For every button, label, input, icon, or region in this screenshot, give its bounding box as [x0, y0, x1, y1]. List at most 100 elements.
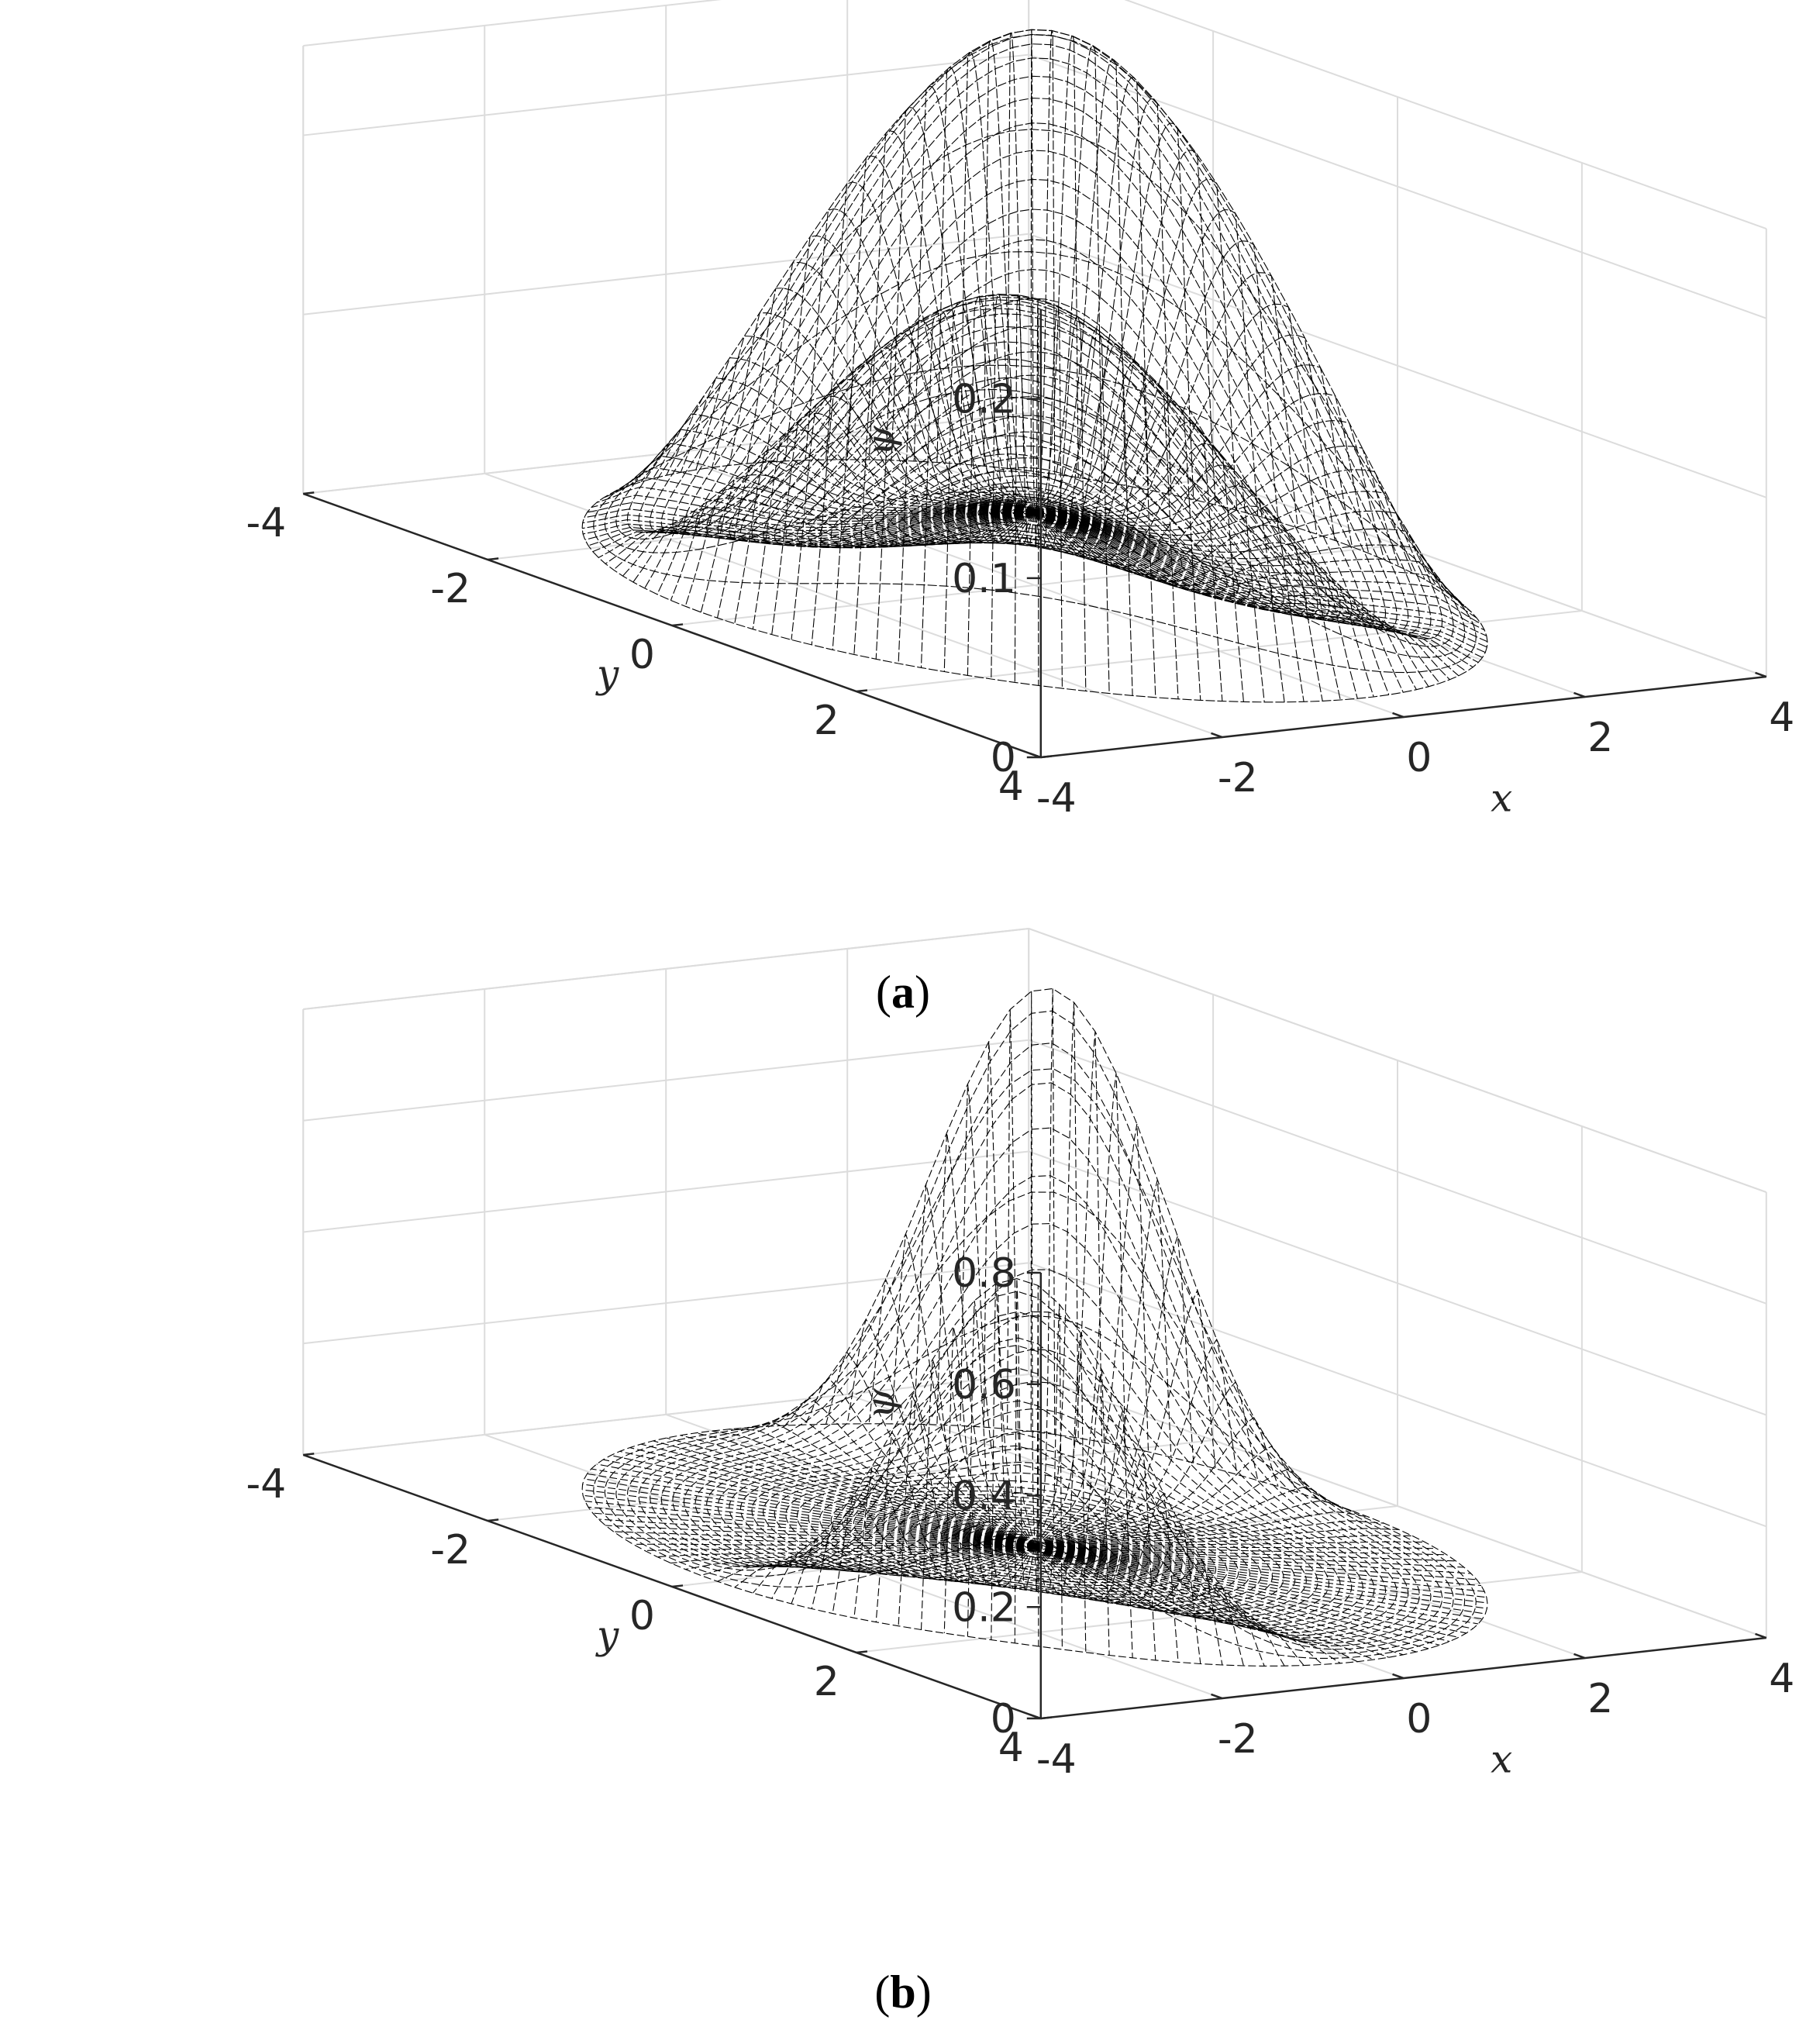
mesh-radial-line: [598, 1518, 1036, 1547]
mesh-radial-line: [913, 1184, 1036, 1547]
mesh-radial-line: [622, 1537, 1036, 1547]
x-tick-label: -2: [1218, 1716, 1258, 1763]
y-tick-label: 4: [998, 763, 1024, 810]
mesh-ring-line: [1000, 504, 1070, 525]
mesh-ring-line: [955, 496, 1115, 544]
mesh-radial-line: [752, 1546, 1036, 1594]
wall-gridline: [1124, 0, 1767, 229]
mesh-ring-line: [943, 493, 1126, 550]
x-tick-label: 2: [1587, 1676, 1613, 1722]
wall-gridline: [1028, 233, 1767, 498]
surface-mesh: [581, 988, 1488, 1667]
mesh-radial-line: [1034, 393, 1370, 553]
y-tick-label: 0: [629, 1593, 655, 1639]
floor-gridline: [846, 1394, 1586, 1659]
mesh-ring-line: [830, 396, 1239, 599]
mesh-ring-line: [615, 129, 1454, 647]
mesh-radial-line: [1030, 991, 1036, 1547]
mesh-ring-line: [955, 1525, 1115, 1568]
mesh-radial-line: [1034, 1546, 1464, 1568]
mesh-ring-line: [898, 475, 1171, 571]
mesh-radial-line: [596, 1463, 1036, 1547]
mesh-ring-line: [830, 1490, 1239, 1601]
mesh-ring-line: [921, 486, 1149, 560]
x-tick: [1392, 1673, 1404, 1680]
mesh-ring-line: [581, 459, 1488, 703]
y-tick: [303, 491, 315, 495]
mesh-radial-line: [1034, 1380, 1259, 1547]
mesh-radial-line: [868, 1277, 1036, 1547]
mesh-ring-line: [864, 1500, 1205, 1592]
wall-gridline: [303, 927, 1029, 1010]
mesh-ring-line: [977, 1531, 1092, 1562]
mesh-ring-line: [898, 1509, 1171, 1584]
mesh-radial-line: [1034, 1546, 1482, 1587]
mesh-radial-line: [1034, 1486, 1336, 1547]
y-tick-label: -2: [430, 1527, 470, 1574]
mesh-radial-line: [1034, 1546, 1429, 1649]
mesh-ring-line: [604, 1191, 1466, 1654]
floor-gridline: [671, 544, 1398, 626]
mesh-radial-line: [1030, 29, 1036, 513]
z-tick-label: 0.1: [952, 556, 1016, 602]
wall-gridline: [303, 53, 1029, 136]
mesh-radial-line: [960, 52, 1036, 513]
wall-gridline: [303, 1373, 1029, 1456]
mesh-ring-line: [1022, 1542, 1047, 1550]
wall-gridline: [303, 233, 1029, 315]
mesh-radial-line: [936, 1132, 1036, 1547]
y-tick-label: 0: [629, 632, 655, 678]
mesh-ring-line: [593, 364, 1477, 674]
z-tick-label: 0.2: [952, 1584, 1016, 1631]
mesh-ring-line: [864, 445, 1205, 586]
x-tick: [1573, 691, 1586, 698]
x-tick: [1573, 1653, 1586, 1660]
mesh-ring-line: [729, 1349, 1341, 1624]
mesh-radial-line: [960, 1084, 1036, 1547]
x-tick-label: -4: [1036, 775, 1077, 822]
z-tick-label: 0: [991, 735, 1016, 781]
y-tick-label: 2: [814, 1659, 839, 1705]
mesh-ring-line: [683, 57, 1387, 629]
mesh-radial-line: [1034, 1528, 1399, 1547]
mesh-ring-line: [660, 1082, 1409, 1639]
y-tick: [1040, 1716, 1052, 1720]
mesh-radial-line: [1034, 1236, 1194, 1547]
mesh-ring-line: [909, 481, 1160, 566]
mesh-radial-line: [1034, 240, 1279, 522]
z-axis-label: ψ: [858, 426, 903, 457]
wall-gridline: [1028, 1374, 1767, 1639]
mesh-radial-line: [967, 1300, 1036, 1637]
x-tick: [1211, 1693, 1223, 1700]
mesh-radial-line: [1034, 98, 1172, 513]
x-tick-label: 4: [1769, 695, 1794, 741]
mesh-ring-line: [876, 457, 1194, 581]
mesh-radial-line: [784, 1397, 1036, 1547]
mesh-ring-line: [796, 1472, 1274, 1609]
mesh-ring-line: [966, 1528, 1104, 1565]
mesh-radial-line: [1034, 512, 1417, 690]
mesh-radial-line: [825, 181, 1036, 514]
mesh-radial-line: [591, 495, 1036, 526]
y-tick-label: 2: [814, 698, 839, 744]
mesh-ring-line: [989, 502, 1080, 529]
mesh-radial-line: [1034, 1546, 1447, 1556]
mesh-ring-line: [921, 1515, 1149, 1577]
mesh-radial-line: [1034, 77, 1149, 513]
mesh-radial-line: [1034, 1546, 1485, 1592]
mesh-ring-line: [774, 269, 1296, 614]
wall-gridline: [303, 1039, 1029, 1122]
mesh-radial-line: [1014, 293, 1036, 683]
mesh-radial-line: [1034, 1288, 1216, 1547]
mesh-radial-line: [591, 1468, 1036, 1547]
mesh-ring-line: [796, 325, 1274, 608]
mesh-ring-line: [751, 1408, 1318, 1619]
y-tick: [487, 1518, 499, 1522]
y-tick: [303, 1453, 315, 1456]
mesh-radial-line: [891, 106, 1036, 513]
x-tick-label: 4: [1769, 1656, 1794, 1702]
mesh-ring-line: [604, 251, 1466, 658]
panel-caption: (b): [874, 1966, 931, 2018]
